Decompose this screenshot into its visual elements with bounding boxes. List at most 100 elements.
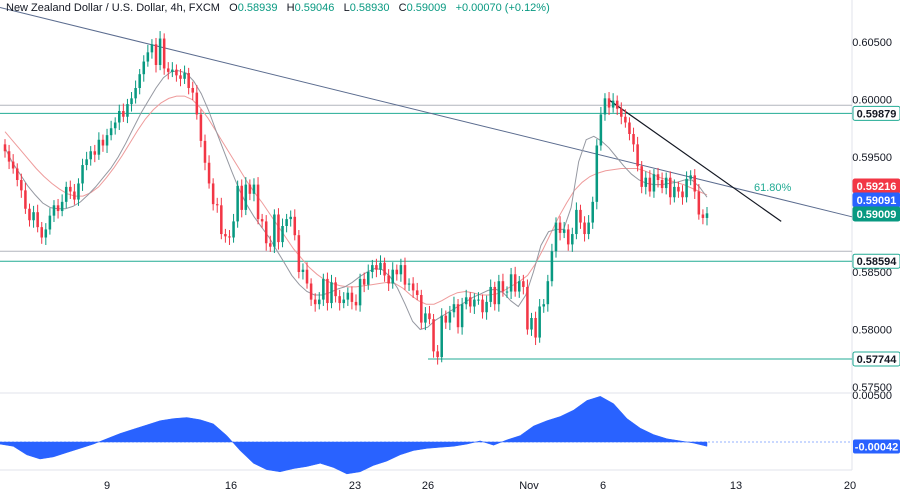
candle (89, 146, 92, 166)
candle (207, 155, 211, 189)
oscillator-pane (0, 396, 852, 475)
candle (93, 144, 97, 163)
candle (81, 158, 84, 191)
candle-body (460, 304, 464, 328)
candle (252, 178, 256, 202)
candle (603, 93, 607, 121)
candle (550, 243, 554, 287)
candle-body (297, 235, 301, 272)
candle-body (554, 222, 558, 252)
time-tick-label: 20 (844, 480, 856, 492)
candle-body (640, 166, 643, 187)
candle (240, 179, 243, 218)
candle-body (97, 139, 101, 155)
candle-body (648, 177, 652, 192)
candle-body (615, 100, 619, 109)
candle (248, 179, 252, 201)
candle (660, 172, 664, 194)
candle-body (644, 177, 648, 187)
candle (191, 81, 195, 101)
candle (505, 286, 509, 298)
candle-body (69, 186, 72, 192)
short-trendline[interactable] (608, 99, 782, 222)
time-axis[interactable]: 9 16 23 26 Nov 6 13 20 (104, 480, 856, 492)
candle-body (599, 114, 603, 146)
candle-body (530, 318, 533, 330)
candle (301, 263, 305, 280)
candle (322, 273, 325, 306)
candle-body (697, 191, 701, 215)
price-tag-label: 0.59009 (857, 209, 897, 221)
candle (130, 92, 133, 112)
candle-body (591, 201, 594, 223)
candle-body (154, 44, 158, 65)
candle (611, 93, 615, 113)
candle (562, 221, 566, 239)
oscillator-area (0, 396, 708, 475)
candle (656, 167, 660, 188)
candle-body (81, 165, 84, 184)
trendlines[interactable] (0, 7, 853, 222)
candle-body (318, 299, 321, 305)
candle (489, 279, 492, 308)
candle (338, 289, 341, 311)
candle (469, 292, 472, 313)
candle (583, 216, 586, 242)
price-axis[interactable]: 0.60500 0.60000 0.59500 0.58500 0.58000 0.575… (852, 37, 892, 402)
candle-body (489, 286, 492, 302)
candle-body (497, 281, 501, 305)
candle (44, 223, 48, 245)
candle-body (346, 292, 350, 300)
candle-body (387, 275, 390, 284)
candle-body (36, 212, 39, 228)
candle-body (669, 177, 672, 198)
candle (85, 151, 88, 171)
price-tag: 0.59879 (852, 105, 900, 121)
candle-body (195, 92, 199, 115)
candle-body (436, 351, 439, 358)
candle (64, 181, 68, 209)
candle (440, 308, 443, 363)
long-trendline[interactable] (0, 7, 853, 218)
candle-body (264, 221, 268, 244)
candle (607, 92, 611, 116)
candle-body (481, 299, 484, 313)
candle (366, 264, 370, 290)
candle-body (366, 272, 370, 285)
candle (407, 278, 411, 291)
candle-body (415, 290, 419, 295)
candle (599, 106, 603, 151)
symbol-title[interactable]: New Zealand Dollar / U.S. Dollar, 4h, FX… (6, 2, 220, 14)
candle-body (285, 219, 288, 226)
candle (591, 196, 594, 229)
candle (424, 307, 427, 331)
candle (109, 120, 113, 141)
candle-body (513, 274, 517, 292)
candle (379, 255, 382, 275)
candle (101, 134, 105, 152)
candle (677, 181, 680, 198)
candle (3, 139, 7, 158)
price-tag-label: 0.59091 (857, 195, 897, 207)
candle (705, 207, 709, 226)
oscillator-value-tag: -0.00042 (853, 439, 900, 454)
candle-body (256, 184, 260, 220)
candle-body (142, 61, 146, 75)
price-tags: 0.59879 0.59216 0.59091 0.59009 0.58594 0.577… (852, 105, 900, 454)
candle (415, 282, 419, 301)
candle (297, 230, 301, 279)
candle (497, 274, 501, 312)
candle (636, 136, 639, 172)
candle (542, 299, 546, 313)
candle-body (301, 269, 305, 272)
price-tag: 0.57744 (852, 351, 900, 367)
candle-body (452, 304, 456, 313)
candle (624, 109, 627, 128)
candle-body (611, 100, 615, 108)
candle (493, 281, 497, 311)
high-value: 0.59046 (294, 2, 335, 14)
candle-body (281, 226, 284, 243)
candle-body (469, 297, 472, 307)
